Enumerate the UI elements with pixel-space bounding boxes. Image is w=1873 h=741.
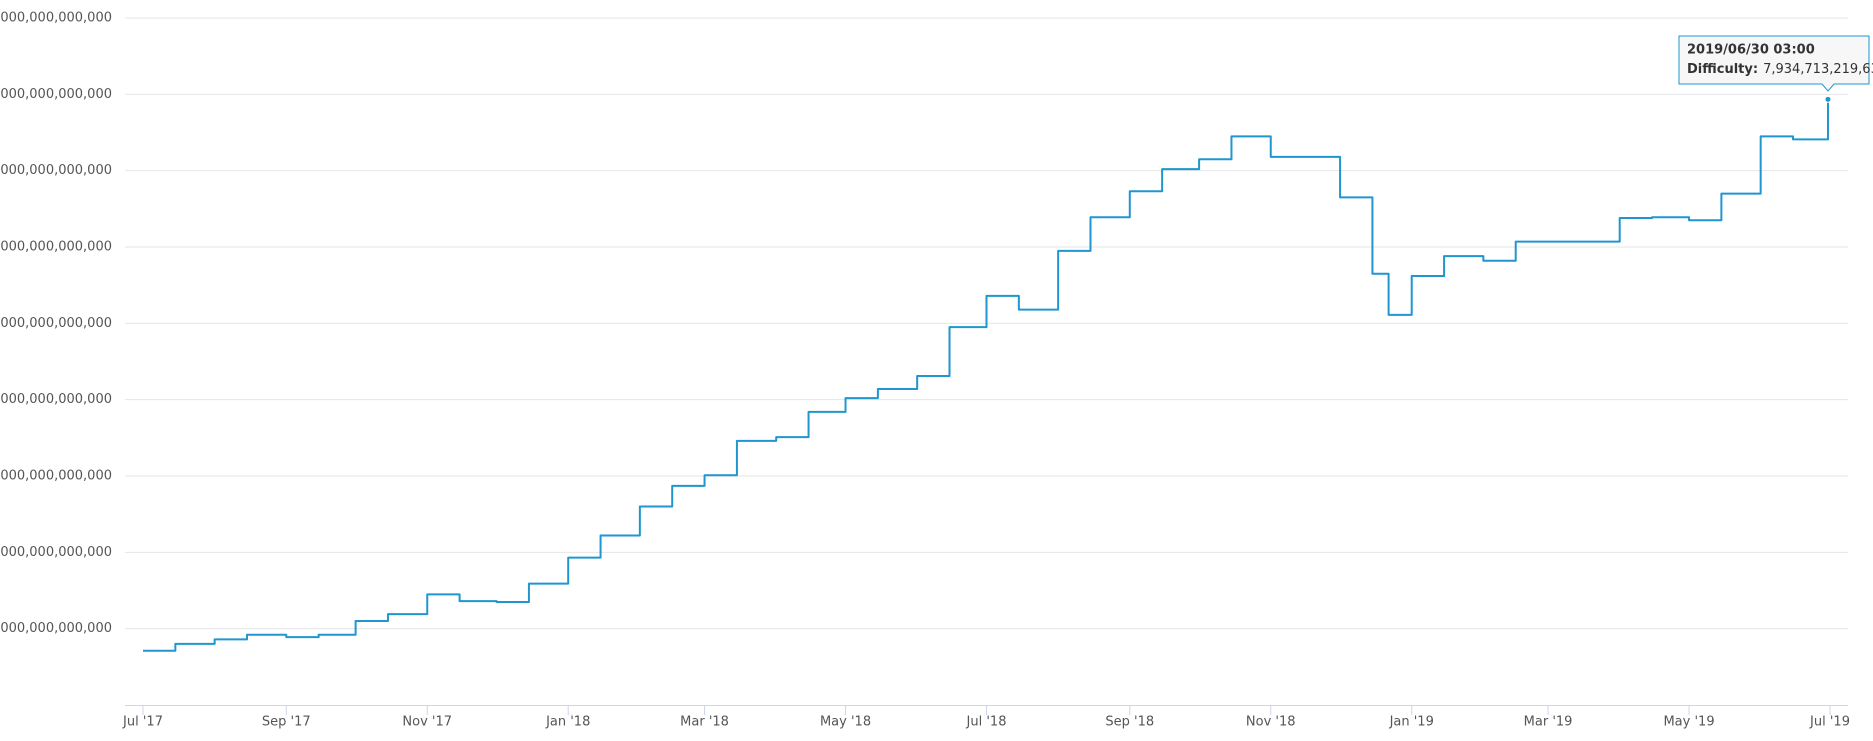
tooltip-label: Difficulty: — [1687, 62, 1758, 77]
x-tick-label: Jan '19 — [1389, 715, 1434, 730]
tooltip: 2019/06/30 03:00 Difficulty: 7,934,713,219… — [1678, 35, 1873, 92]
x-tick-label: Sep '17 — [262, 715, 311, 730]
x-tick-label: Mar '18 — [680, 715, 729, 730]
y-tick-label: 9,000,000,000,000 — [0, 11, 112, 26]
x-tick-label: Sep '18 — [1105, 715, 1154, 730]
x-tick-label: Jul '18 — [966, 715, 1007, 730]
axes: 1,000,000,000,000 2,000,000,000,000 3,000,… — [0, 11, 1850, 730]
tooltip-date: 2019/06/30 03:00 — [1687, 43, 1815, 58]
x-tick-label: Nov '17 — [402, 715, 452, 730]
x-tick-label: Jan '18 — [545, 715, 590, 730]
tooltip-box — [1678, 35, 1870, 92]
y-tick-label: 5,000,000,000,000 — [0, 316, 112, 331]
tooltip-value: 7,934,713,219,630 — [1763, 62, 1873, 77]
y-tick-label: 8,000,000,000,000 — [0, 87, 112, 102]
hover-point — [1824, 95, 1832, 103]
x-tick-label: May '18 — [820, 715, 871, 730]
y-tick-label: 1,000,000,000,000 — [0, 621, 112, 636]
y-tick-label: 4,000,000,000,000 — [0, 392, 112, 407]
x-tick-label: Jul '17 — [122, 715, 163, 730]
y-tick-label: 7,000,000,000,000 — [0, 163, 112, 178]
y-tick-label: 2,000,000,000,000 — [0, 545, 112, 560]
y-tick-label: 3,000,000,000,000 — [0, 469, 112, 484]
x-tick-label: Jul '19 — [1809, 715, 1850, 730]
x-tick-label: Mar '19 — [1524, 715, 1573, 730]
tooltip-line: Difficulty: 7,934,713,219,630 — [1687, 62, 1873, 77]
x-tick-label: Nov '18 — [1246, 715, 1296, 730]
data-line — [143, 99, 1829, 652]
plot — [143, 95, 1832, 652]
x-tick-label: May '19 — [1663, 715, 1714, 730]
y-tick-label: 6,000,000,000,000 — [0, 240, 112, 255]
